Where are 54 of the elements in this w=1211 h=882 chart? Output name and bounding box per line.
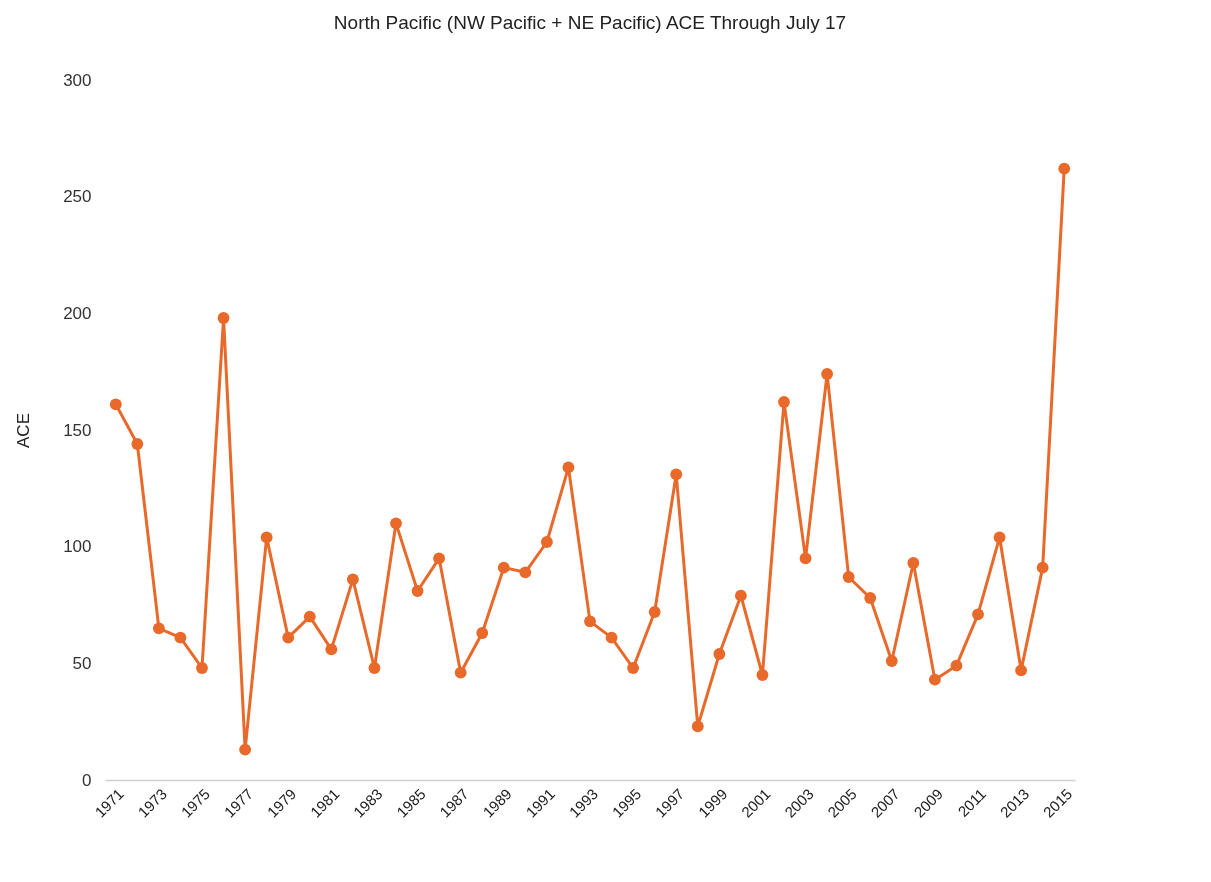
point: [454, 666, 467, 679]
point: [303, 610, 316, 623]
point: [411, 585, 424, 597]
point: [885, 655, 898, 667]
point: [476, 627, 489, 639]
point: [217, 312, 230, 324]
point: [1058, 162, 1071, 175]
point: [842, 571, 855, 583]
y-tick-label: 100: [63, 537, 92, 557]
point: [648, 606, 661, 618]
point: [734, 589, 747, 602]
point: [1015, 664, 1028, 677]
point: [778, 396, 790, 408]
y-tick-label: 300: [63, 70, 92, 90]
point: [972, 608, 984, 621]
y-tick-label: 50: [72, 653, 92, 673]
point: [433, 552, 446, 565]
y-tick-label: 250: [63, 187, 92, 207]
point: [131, 438, 144, 450]
point: [691, 720, 704, 733]
point: [584, 615, 596, 628]
point: [196, 662, 208, 674]
point: [368, 662, 381, 674]
point: [497, 561, 510, 574]
point: [540, 536, 553, 548]
point: [519, 566, 532, 579]
point: [864, 592, 877, 604]
point: [1036, 561, 1049, 574]
point: [282, 631, 295, 644]
chart-title: North Pacific (NW Pacific + NE Pacific) ACE Through July 17: [333, 12, 847, 33]
y-tick-label: 0: [82, 770, 92, 790]
point: [756, 669, 769, 681]
point: [260, 531, 273, 544]
point: [907, 557, 920, 569]
y-tick-label: 150: [63, 420, 92, 440]
y-tick-label: 200: [63, 303, 92, 323]
point: [670, 468, 683, 481]
point: [605, 631, 618, 644]
point: [993, 531, 1006, 544]
point: [174, 631, 187, 644]
point: [627, 662, 640, 674]
point: [713, 648, 726, 660]
point: [950, 659, 963, 672]
point: [239, 743, 252, 756]
point: [346, 573, 359, 586]
point: [562, 461, 575, 474]
point: [821, 368, 834, 380]
point: [799, 552, 812, 565]
point: [152, 622, 165, 635]
point: [928, 673, 941, 686]
y-axis-title: ACE: [14, 413, 34, 448]
point: [325, 643, 338, 656]
point: [109, 398, 122, 411]
point: [390, 517, 402, 530]
